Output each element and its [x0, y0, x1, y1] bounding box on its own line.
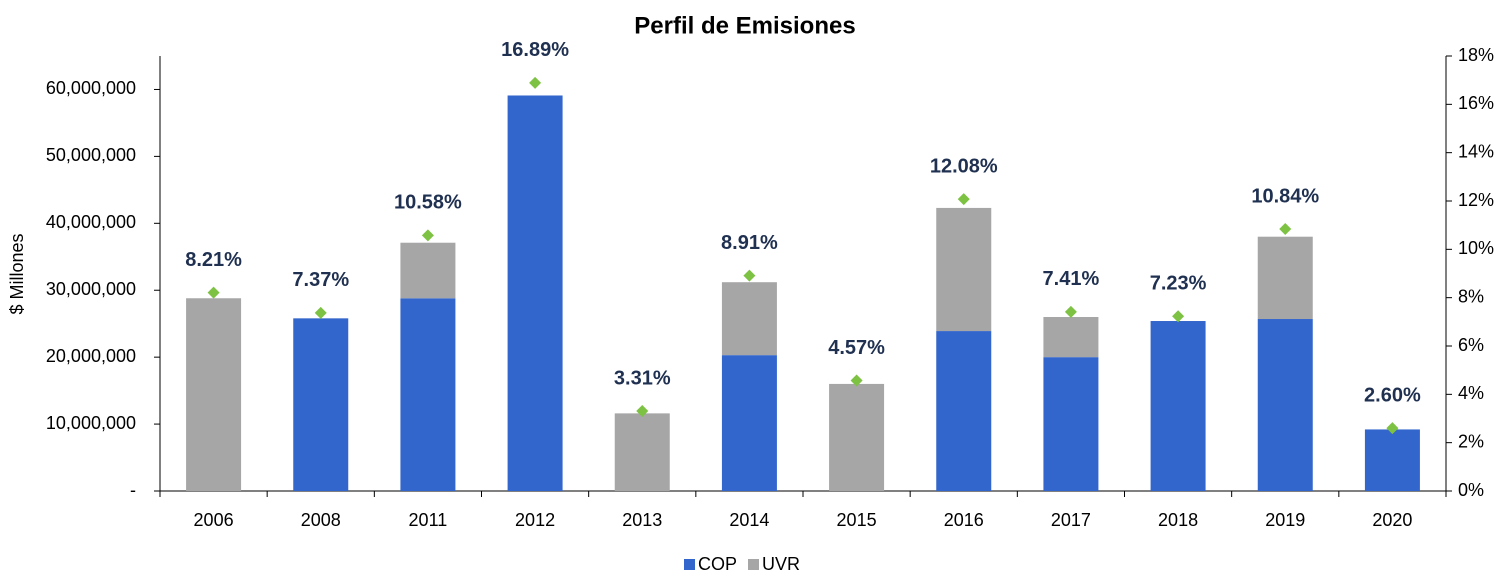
y2-tick-label: 10% [1458, 238, 1494, 258]
bar [400, 298, 456, 491]
value-label: 10.58% [394, 192, 462, 214]
x-tick-label: 2016 [944, 510, 984, 530]
bar [829, 383, 885, 491]
bar [1150, 321, 1206, 491]
y2-tick-label: 0% [1458, 480, 1484, 500]
marker [207, 286, 220, 299]
chart-title: Perfil de Emisiones [634, 12, 855, 39]
bar [1257, 236, 1313, 320]
x-tick-label: 2019 [1265, 510, 1305, 530]
y-tick-label: 50,000,000 [46, 145, 136, 165]
y2-tick-label: 2% [1458, 431, 1484, 451]
y2-tick-label: 8% [1458, 286, 1484, 306]
bar [936, 331, 992, 491]
x-tick-label: 2020 [1372, 510, 1412, 530]
marker [636, 405, 649, 418]
y-tick-label: 60,000,000 [46, 78, 136, 98]
value-label: 3.31% [614, 367, 671, 389]
x-tick-label: 2014 [729, 510, 769, 530]
marker [1386, 422, 1399, 435]
marker [1279, 223, 1292, 236]
bar [1043, 357, 1099, 491]
y-tick-label: - [130, 480, 136, 500]
x-tick-label: 2017 [1051, 510, 1091, 530]
y2-tick-label: 18% [1458, 45, 1494, 65]
marker [957, 193, 970, 206]
y-tick-label: 40,000,000 [46, 212, 136, 232]
marker [421, 229, 434, 242]
bar [721, 282, 777, 356]
value-label: 2.60% [1364, 384, 1421, 406]
marker [1172, 310, 1185, 323]
marker [743, 269, 756, 282]
value-label: 8.21% [185, 249, 242, 271]
marker [529, 76, 542, 89]
y2-tick-label: 4% [1458, 383, 1484, 403]
y2-tick-label: 14% [1458, 141, 1494, 161]
bar [1043, 317, 1099, 358]
x-tick-label: 2018 [1158, 510, 1198, 530]
marker [314, 306, 327, 319]
value-label: 7.37% [292, 269, 349, 291]
marker [850, 374, 863, 387]
legend-label: UVR [762, 554, 800, 574]
bar [936, 207, 992, 332]
y-tick-label: 20,000,000 [46, 346, 136, 366]
y-axis-label: $ Millones [7, 233, 27, 314]
bar [1364, 429, 1420, 491]
y2-tick-label: 12% [1458, 190, 1494, 210]
y2-tick-label: 6% [1458, 335, 1484, 355]
bar [721, 355, 777, 491]
bar [507, 95, 563, 491]
x-tick-label: 2015 [837, 510, 877, 530]
marker [1064, 305, 1077, 318]
value-label: 4.57% [828, 337, 885, 359]
x-tick-label: 2012 [515, 510, 555, 530]
bar [614, 413, 670, 491]
bar [293, 318, 349, 491]
x-tick-label: 2011 [409, 510, 448, 530]
value-label: 12.08% [930, 155, 998, 177]
bar [400, 242, 456, 299]
value-label: 16.89% [501, 39, 569, 61]
legend-label: COP [698, 554, 737, 574]
y-tick-label: 30,000,000 [46, 279, 136, 299]
x-tick-label: 2013 [622, 510, 662, 530]
value-label: 10.84% [1251, 185, 1319, 207]
value-label: 8.91% [721, 232, 778, 254]
y2-tick-label: 16% [1458, 93, 1494, 113]
legend-swatch [748, 559, 759, 570]
y-tick-label: 10,000,000 [46, 413, 136, 433]
value-label: 7.23% [1150, 273, 1207, 295]
bar [1257, 319, 1313, 491]
bar [186, 298, 242, 491]
x-tick-label: 2008 [301, 510, 341, 530]
x-tick-label: 2006 [194, 510, 234, 530]
value-label: 7.41% [1043, 268, 1100, 290]
legend-swatch [684, 559, 695, 570]
